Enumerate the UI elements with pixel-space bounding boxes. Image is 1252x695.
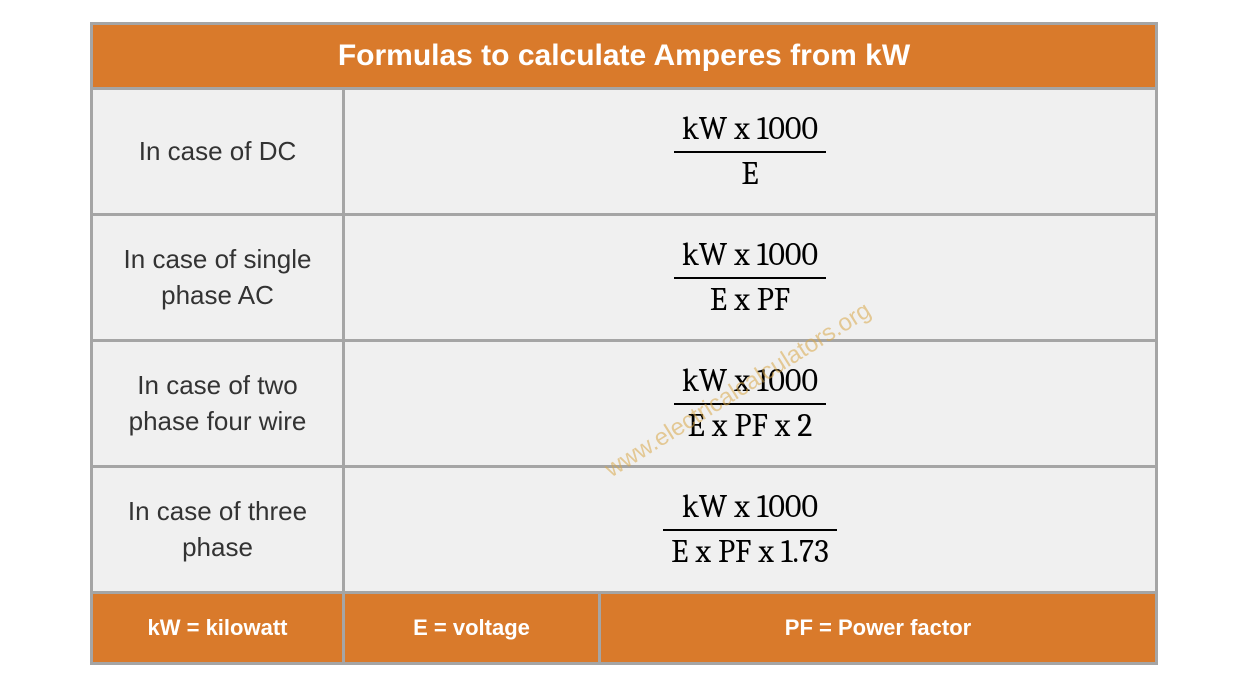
- legend-pf: PF = Power factor: [601, 594, 1155, 662]
- legend-kw: kW = kilowatt: [93, 594, 345, 662]
- table-row: In case of two phase four wire kW x 1000…: [93, 342, 1155, 468]
- row-label: In case of three phase: [93, 468, 345, 591]
- fraction: kW x 1000 E x PF: [674, 236, 826, 319]
- fraction-numerator: kW x 1000: [674, 236, 826, 276]
- fraction-numerator: kW x 1000: [674, 362, 826, 402]
- fraction-denominator: E x PF x 1.73: [663, 529, 837, 571]
- table-row: In case of three phase kW x 1000 E x PF …: [93, 468, 1155, 594]
- row-label: In case of single phase AC: [93, 216, 345, 339]
- table-title: Formulas to calculate Amperes from kW: [93, 25, 1155, 90]
- row-formula: kW x 1000 E x PF x 2: [345, 342, 1155, 465]
- table-row: In case of single phase AC kW x 1000 E x…: [93, 216, 1155, 342]
- fraction-denominator: E x PF: [674, 277, 826, 319]
- table-row: In case of DC kW x 1000 E: [93, 90, 1155, 216]
- row-formula: kW x 1000 E: [345, 90, 1155, 213]
- legend-row: kW = kilowatt E = voltage PF = Power fac…: [93, 594, 1155, 662]
- row-label: In case of DC: [93, 90, 345, 213]
- fraction-numerator: kW x 1000: [663, 488, 837, 528]
- formula-table: Formulas to calculate Amperes from kW In…: [90, 22, 1158, 665]
- fraction-numerator: kW x 1000: [674, 110, 826, 150]
- fraction: kW x 1000 E: [674, 110, 826, 193]
- row-label: In case of two phase four wire: [93, 342, 345, 465]
- row-formula: kW x 1000 E x PF: [345, 216, 1155, 339]
- row-formula: kW x 1000 E x PF x 1.73: [345, 468, 1155, 591]
- fraction-denominator: E: [674, 151, 826, 193]
- legend-e: E = voltage: [345, 594, 601, 662]
- fraction-denominator: E x PF x 2: [674, 403, 826, 445]
- fraction: kW x 1000 E x PF x 2: [674, 362, 826, 445]
- fraction: kW x 1000 E x PF x 1.73: [663, 488, 837, 571]
